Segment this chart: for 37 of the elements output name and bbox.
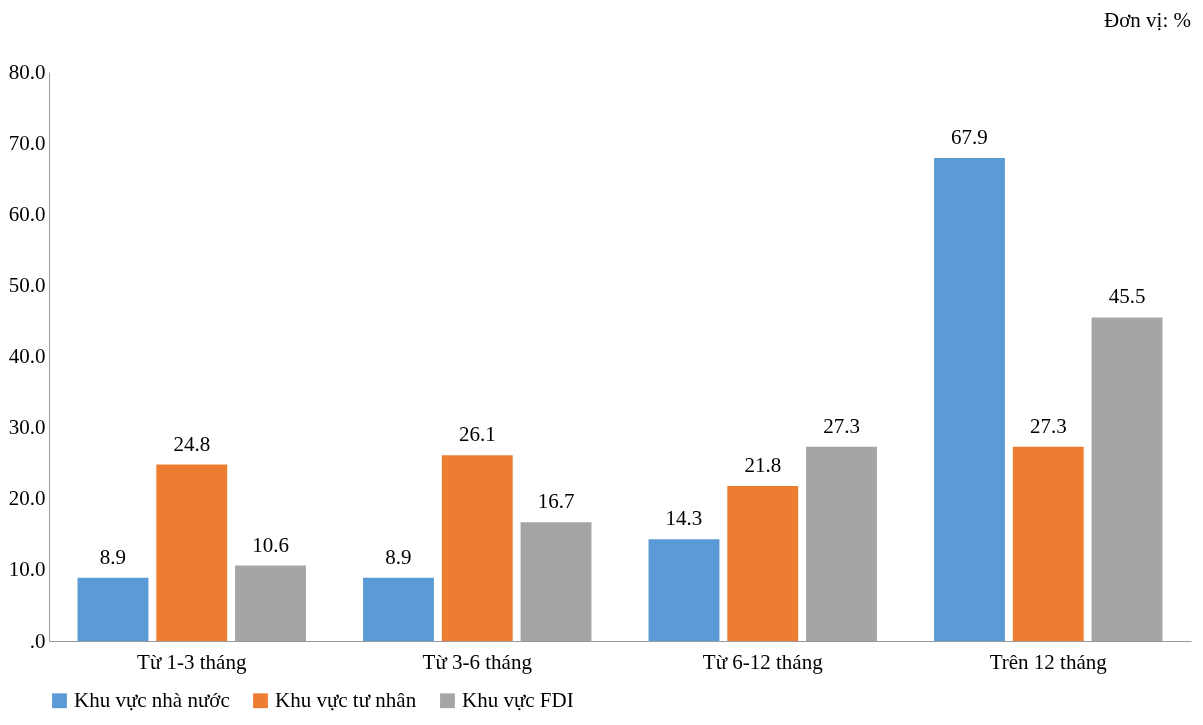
y-tick-label: 80.0 [8, 59, 46, 84]
bar [648, 539, 720, 641]
y-tick-label: 50.0 [8, 272, 46, 297]
x-tick-label: Từ 6-12 tháng [702, 649, 824, 674]
legend-label: Khu vực nhà nước [74, 687, 230, 712]
bar [727, 485, 799, 641]
y-tick-label: 40.0 [8, 344, 46, 368]
data-label: 16.7 [537, 489, 575, 514]
data-label: 45.5 [1108, 284, 1146, 309]
bar [363, 577, 434, 641]
x-tick-label: Từ 1-3 tháng [137, 649, 247, 674]
data-label: 24.8 [173, 431, 211, 456]
data-label: 10.6 [252, 532, 289, 557]
legend-label: Khu vực tư nhân [275, 687, 417, 712]
data-label: 26.1 [458, 422, 496, 447]
data-label: 8.9 [385, 544, 412, 569]
data-label: 67.9 [951, 125, 988, 150]
y-tick-label: 60.0 [8, 201, 46, 226]
y-tick-label: 20.0 [8, 486, 46, 511]
data-label: 21.8 [744, 452, 782, 477]
data-label: 27.3 [1029, 413, 1067, 438]
data-label: 14.3 [665, 506, 703, 531]
y-tick-label: 10.0 [8, 557, 46, 582]
x-tick-label: Trên 12 tháng [989, 649, 1108, 674]
y-tick-label: 70.0 [8, 130, 46, 155]
legend-label: Khu vực FDI [462, 687, 574, 712]
bar [934, 158, 1005, 641]
bar [77, 577, 149, 641]
x-tick-label: Từ 3-6 tháng [422, 649, 533, 674]
bar [441, 455, 513, 641]
bar [156, 464, 228, 641]
data-label: 8.9 [99, 544, 127, 569]
data-label: 27.3 [823, 413, 860, 438]
y-tick-label: .0 [29, 628, 46, 653]
y-tick-label: 30.0 [8, 415, 46, 440]
bar [1012, 446, 1084, 641]
text: Đơn vị: % [1104, 8, 1191, 32]
